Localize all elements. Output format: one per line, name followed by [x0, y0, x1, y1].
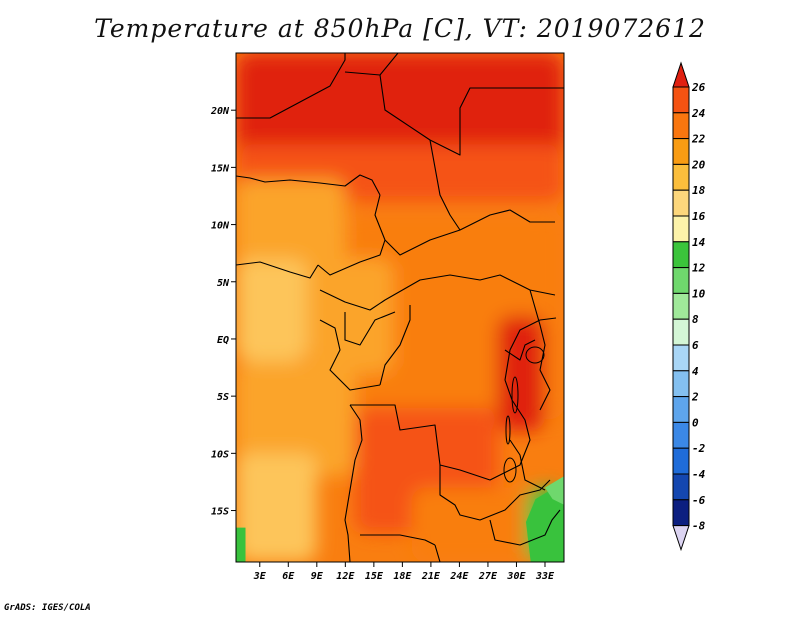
colorbar-label: 18	[692, 184, 706, 197]
country-border	[319, 319, 381, 391]
country-border	[379, 53, 399, 76]
country-border	[429, 139, 461, 231]
colorbar-segment	[672, 163, 690, 191]
colorbar-label: 12	[692, 262, 706, 275]
temperature-zone	[236, 178, 346, 271]
colorbar-label: -6	[692, 494, 706, 507]
lat-tick-label: 20N	[210, 106, 230, 117]
colorbar-label: 14	[692, 236, 706, 249]
country-border	[439, 465, 551, 521]
country-border	[504, 339, 536, 361]
temperature-zone	[236, 453, 317, 562]
country-border	[379, 305, 411, 386]
lon-tick-label: 21E	[421, 571, 441, 582]
colorbar-segment	[672, 267, 690, 294]
country-borders	[236, 53, 564, 562]
colorbar-segment	[672, 86, 690, 114]
lat-tick-label: 5S	[217, 392, 229, 403]
lon-tick-label: 9E	[311, 571, 324, 582]
colorbar-segment	[672, 318, 690, 346]
longitude-axis: 3E 6E 9E 12E 15E 18E 21E 24E 27E 30E 33E	[253, 562, 555, 582]
country-border	[509, 439, 546, 491]
lon-tick-label: 27E	[478, 571, 498, 582]
lat-tick-label: 15S	[211, 507, 229, 518]
colorbar-segment	[672, 112, 690, 140]
colorbar-segment	[672, 138, 690, 165]
colorbar-label: 20	[691, 158, 706, 171]
lake-outline	[511, 376, 519, 414]
colorbar-label: 2	[691, 391, 699, 404]
country-border	[317, 239, 386, 276]
lon-tick-label: 24E	[449, 571, 469, 582]
highland-coldest-patch	[544, 476, 564, 505]
colorbar-segment	[672, 421, 690, 449]
lon-tick-label: 30E	[506, 571, 526, 582]
colorbar-label: 4	[692, 365, 699, 378]
country-border	[344, 311, 396, 346]
chart-title: Temperature at 850hPa [C], VT: 201907261…	[94, 14, 706, 43]
colorbar-segment	[672, 370, 690, 398]
lon-tick-label: 12E	[336, 571, 355, 582]
temperature-zone	[307, 258, 393, 374]
colorbar-segment	[672, 241, 690, 269]
colorbar-label: 0	[692, 416, 699, 429]
country-border	[434, 544, 441, 562]
lat-tick-label: 5N	[217, 278, 230, 289]
highland-cool-patch	[525, 481, 564, 562]
colorbar-over-arrow	[672, 61, 690, 88]
lon-tick-label: 33E	[535, 571, 555, 582]
country-border	[360, 534, 436, 546]
lon-tick-label: 3E	[253, 571, 267, 582]
country-border	[489, 509, 561, 546]
colorbar-segment	[672, 215, 690, 243]
country-border	[529, 289, 551, 411]
latitude-axis: 20N 15N 10N 5N EQ 5S 10S 15S	[210, 106, 236, 518]
colorbar-segment	[672, 396, 690, 423]
lat-tick-label: 10S	[211, 449, 229, 460]
lon-tick-label: 18E	[393, 571, 412, 582]
colorbar-segment	[672, 447, 690, 475]
colorbar-segment	[672, 499, 690, 527]
country-border	[350, 317, 557, 481]
colorbar-label: -2	[692, 442, 706, 455]
temperature-field	[236, 53, 564, 562]
grads-credit: GrADS: IGES/COLA	[4, 603, 91, 613]
lat-tick-label: 15N	[211, 163, 230, 174]
colorbar-label: 6	[692, 339, 699, 352]
temperature-zone	[236, 361, 355, 477]
colorbar-segment	[672, 473, 690, 501]
colorbar-label: -8	[692, 520, 706, 533]
country-border	[344, 404, 363, 562]
country-border	[236, 174, 381, 196]
lat-tick-label: 10N	[211, 221, 230, 232]
country-border	[236, 261, 319, 279]
map-frame	[235, 52, 565, 563]
country-border	[344, 71, 564, 156]
lon-tick-label: 6E	[282, 571, 295, 582]
lon-tick-label: 15E	[365, 571, 384, 582]
colorbar-label: 16	[692, 210, 706, 223]
colorbar-under-arrow	[672, 525, 690, 552]
colorbar-segment	[672, 292, 690, 320]
colorbar-segment	[672, 344, 690, 372]
country-border	[236, 53, 346, 119]
colorbar-label: 8	[692, 313, 699, 326]
lat-tick-label: EQ	[217, 335, 229, 346]
colorbar-label: 26	[691, 81, 706, 94]
colorbar-label: -4	[692, 468, 706, 481]
country-border	[319, 274, 556, 311]
lake-outline	[505, 415, 511, 445]
country-border	[374, 194, 555, 256]
colorbar-label: 22	[691, 133, 706, 146]
colorbar-label: 10	[692, 287, 706, 300]
colorbar-segment	[672, 189, 690, 217]
lake-outline	[525, 346, 545, 364]
temperature-zone	[236, 258, 308, 362]
colorbar-label: 24	[691, 107, 706, 120]
lake-outline	[503, 457, 517, 483]
coastal-cool-patch	[236, 527, 246, 562]
temperature-zone	[497, 316, 545, 431]
